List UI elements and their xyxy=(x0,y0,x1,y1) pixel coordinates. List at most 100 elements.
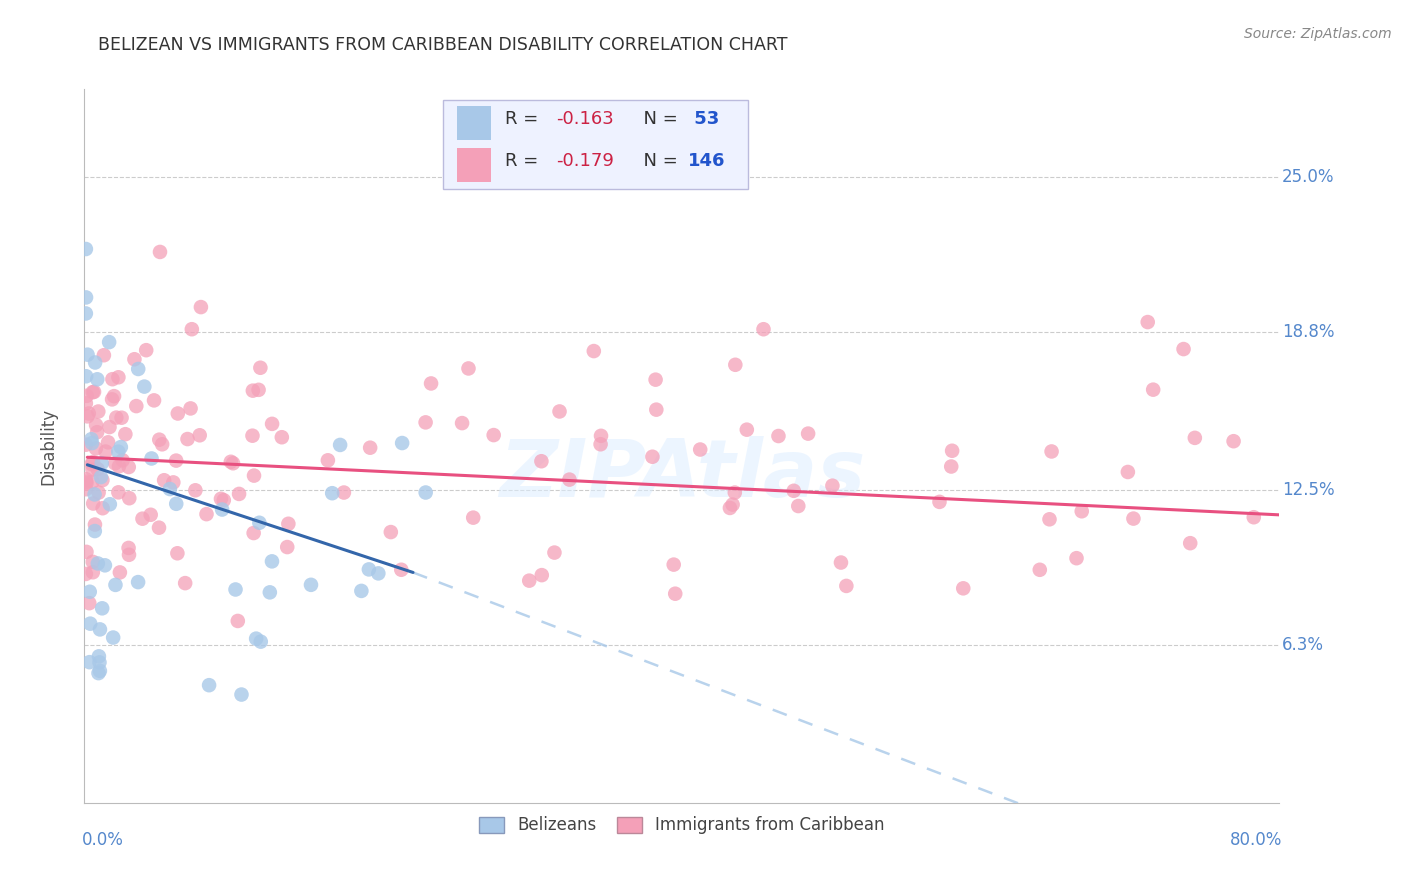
Text: 12.5%: 12.5% xyxy=(1282,481,1334,499)
Point xyxy=(243,468,266,483)
Point xyxy=(689,442,711,457)
Point xyxy=(195,507,218,521)
Point xyxy=(105,410,128,425)
Point xyxy=(783,483,806,498)
Point xyxy=(724,358,747,372)
Point xyxy=(530,454,553,468)
Point xyxy=(530,568,553,582)
Text: N =: N = xyxy=(631,110,683,128)
Point xyxy=(139,508,162,522)
Point xyxy=(752,322,775,336)
Point xyxy=(1142,383,1164,397)
Point xyxy=(198,678,221,692)
Point xyxy=(245,632,267,646)
Text: 0.0%: 0.0% xyxy=(82,831,124,849)
Point xyxy=(821,479,844,493)
Point xyxy=(367,566,389,581)
Point xyxy=(231,688,253,702)
Point xyxy=(1122,511,1144,525)
Point xyxy=(1136,315,1159,329)
Point xyxy=(380,524,402,539)
Point xyxy=(357,562,380,576)
Point xyxy=(721,498,744,512)
Point xyxy=(91,501,114,516)
Point xyxy=(125,399,148,413)
Text: ZIPAtlas: ZIPAtlas xyxy=(499,435,865,514)
Point xyxy=(75,369,97,384)
Point xyxy=(82,496,104,510)
Point xyxy=(941,459,963,474)
Point xyxy=(80,432,103,446)
Point xyxy=(558,473,581,487)
Point xyxy=(135,343,157,358)
Point xyxy=(724,485,747,500)
Point xyxy=(1038,512,1060,526)
Point xyxy=(242,526,264,541)
Point xyxy=(98,497,121,511)
Point xyxy=(79,616,101,631)
Point xyxy=(118,460,141,475)
Point xyxy=(589,429,612,443)
Point xyxy=(107,485,129,500)
Point xyxy=(75,396,97,410)
Point xyxy=(86,372,108,386)
Point xyxy=(83,384,105,399)
Point xyxy=(928,495,950,509)
Point xyxy=(127,362,149,376)
Point xyxy=(225,582,247,597)
Point xyxy=(98,335,121,350)
Point xyxy=(80,457,103,471)
Point xyxy=(89,656,111,670)
Point xyxy=(797,426,820,441)
Point xyxy=(1222,434,1244,449)
Point xyxy=(415,416,437,430)
Point xyxy=(82,385,104,400)
Point xyxy=(543,545,565,559)
Point xyxy=(75,475,97,489)
Point xyxy=(1184,431,1206,445)
Point xyxy=(89,623,111,637)
Point xyxy=(82,462,104,476)
Point xyxy=(75,472,97,486)
Point xyxy=(82,475,104,489)
Point xyxy=(735,423,758,437)
Point xyxy=(153,473,176,487)
Point xyxy=(166,407,188,421)
Point xyxy=(77,596,100,610)
Point xyxy=(75,290,97,304)
Point xyxy=(141,451,163,466)
Text: 80.0%: 80.0% xyxy=(1229,831,1282,849)
Point xyxy=(75,545,97,559)
Point xyxy=(101,372,124,386)
Point xyxy=(101,631,124,645)
Point xyxy=(114,427,136,442)
Point xyxy=(1029,563,1052,577)
Point xyxy=(228,487,250,501)
Point xyxy=(548,404,571,418)
Point xyxy=(259,585,281,599)
Point xyxy=(143,393,166,408)
Point xyxy=(249,360,271,375)
Point xyxy=(107,444,129,458)
Point xyxy=(84,355,107,369)
Text: 18.8%: 18.8% xyxy=(1282,323,1334,341)
Point xyxy=(127,575,149,590)
Point xyxy=(457,361,479,376)
Point xyxy=(222,456,245,470)
Point xyxy=(108,566,131,580)
Point xyxy=(91,601,114,615)
Point xyxy=(103,389,125,403)
Point xyxy=(166,546,188,560)
Point xyxy=(718,500,741,515)
Text: -0.179: -0.179 xyxy=(557,152,614,169)
Text: 25.0%: 25.0% xyxy=(1282,168,1334,186)
Point xyxy=(316,453,339,467)
Point xyxy=(299,578,322,592)
Point xyxy=(242,428,264,442)
Point xyxy=(87,557,110,571)
Point xyxy=(110,440,132,454)
Point xyxy=(117,541,139,555)
Point xyxy=(1173,342,1195,356)
Point xyxy=(76,409,98,424)
Point xyxy=(941,443,963,458)
